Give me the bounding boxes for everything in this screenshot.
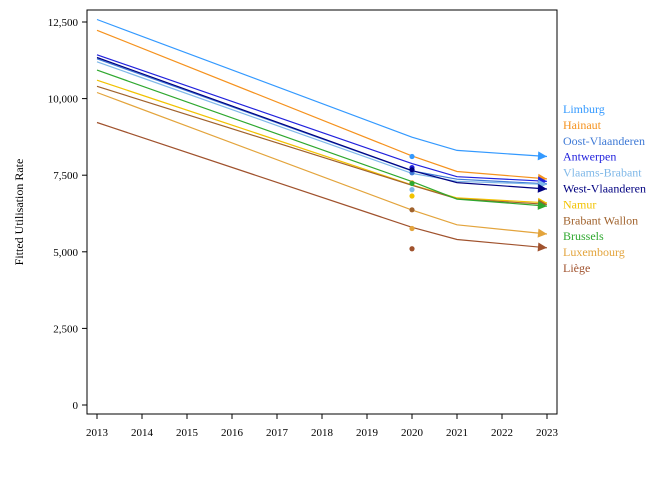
- x-tick-label: 2021: [446, 427, 468, 439]
- series-line: [96, 18, 548, 158]
- legend-entry: Limburg: [563, 102, 605, 116]
- series-arrowhead: [537, 151, 547, 161]
- legend-entry: Oost-Vlaanderen: [563, 134, 645, 148]
- y-tick-label: 12,500: [48, 17, 79, 29]
- series-lines: [96, 18, 548, 252]
- legend-entry: West-Vlaanderen: [563, 182, 646, 196]
- x-tick-label: 2023: [536, 427, 559, 439]
- series-line: [96, 56, 548, 190]
- x-tick-label: 2022: [491, 427, 513, 439]
- observed-point: [409, 167, 415, 173]
- legend: Limburg Hainaut Oost-Vlaanderen Antwerpen Vl…: [563, 102, 646, 275]
- series-line: [96, 85, 548, 205]
- x-tick-label: 2014: [131, 427, 154, 439]
- legend-entry: Namur: [563, 197, 596, 211]
- x-tick-label: 2013: [86, 427, 109, 439]
- series-line: [96, 61, 548, 185]
- x-tick-label: 2020: [401, 427, 424, 439]
- y-tick-label: 7,500: [53, 170, 78, 182]
- series-line: [96, 54, 548, 182]
- y-tick-label: 0: [73, 400, 79, 412]
- y-tick-label: 10,000: [48, 94, 79, 106]
- observed-point: [409, 180, 415, 187]
- x-tick-label: 2018: [311, 427, 334, 439]
- x-tick-label: 2019: [356, 427, 379, 439]
- legend-entry: Vlaams-Brabant: [563, 166, 642, 180]
- series-line: [96, 121, 548, 249]
- observed-point: [409, 246, 415, 252]
- x-tick-label: 2015: [176, 427, 199, 439]
- legend-entry: Brabant Wallon: [563, 213, 638, 227]
- series-line: [96, 29, 548, 180]
- observed-point: [409, 187, 415, 193]
- series-arrowhead: [537, 242, 547, 252]
- observed-point: [409, 153, 415, 160]
- legend-entry: Antwerpen: [563, 150, 616, 164]
- series-arrowhead: [537, 183, 547, 193]
- series-arrowhead: [537, 228, 547, 238]
- series-line: [96, 69, 548, 207]
- legend-entry: Liège: [563, 261, 590, 275]
- observed-points: [409, 153, 415, 252]
- observed-point: [409, 225, 415, 232]
- y-axis-label: Fitted Utilisation Rate: [12, 159, 26, 266]
- observed-point: [409, 207, 415, 213]
- y-tick-label: 5,000: [53, 247, 78, 259]
- x-tick-label: 2016: [221, 427, 244, 439]
- series-arrowhead: [537, 201, 547, 210]
- x-tick-label: 2017: [266, 427, 289, 439]
- x-axis: 2013 2014 2015 2016 2017 2018 2019 2020 2021 2022…: [86, 414, 559, 439]
- legend-entry: Hainaut: [563, 118, 602, 132]
- y-axis: 0 2,500 5,000 7,500 10,000 12,500: [48, 17, 87, 412]
- observed-point: [409, 193, 415, 199]
- legend-entry: Luxembourg: [563, 245, 625, 259]
- plot-frame: [86, 9, 558, 415]
- series-line: [96, 58, 548, 185]
- legend-entry: Brussels: [563, 229, 604, 243]
- series-line: [96, 91, 548, 235]
- y-tick-label: 2,500: [53, 323, 78, 335]
